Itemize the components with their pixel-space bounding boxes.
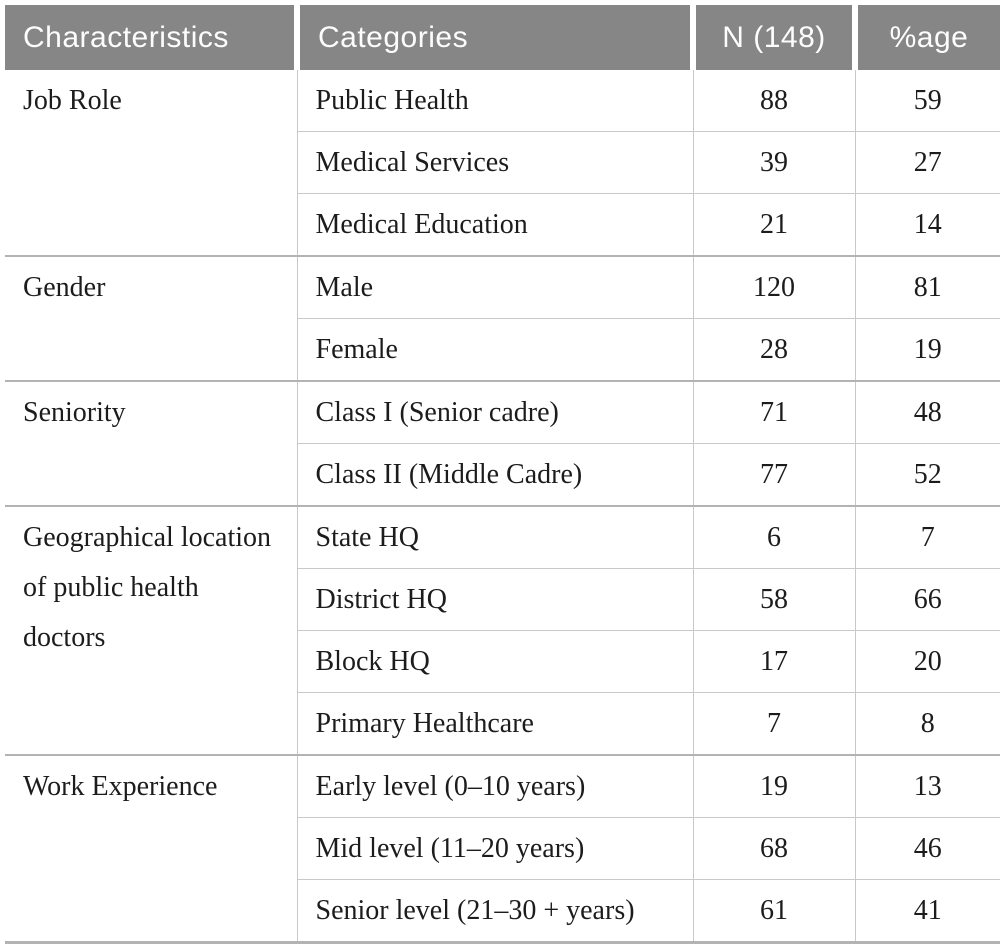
percentage-cell: 27	[854, 131, 1000, 194]
category-cell: Primary Healthcare	[296, 692, 693, 755]
percentage-cell: 19	[854, 318, 1000, 381]
n-cell: 17	[692, 630, 855, 693]
n-cell: 68	[692, 817, 855, 880]
characteristic-cell: Work Experience	[5, 754, 297, 943]
category-cell: Mid level (11–20 years)	[296, 817, 693, 880]
table-row: Medical Services 39 27	[5, 131, 1000, 194]
table-row: Geographical location of public health d…	[5, 505, 1000, 755]
n-cell: 39	[692, 131, 855, 194]
n-cell: 88	[692, 70, 855, 132]
characteristic-cell: Gender	[5, 255, 297, 381]
category-cell: Female	[296, 318, 693, 381]
col-header-characteristics: Characteristics	[5, 5, 297, 70]
category-cell: District HQ	[296, 568, 693, 631]
percentage-cell: 20	[854, 630, 1000, 693]
table-row: Primary Healthcare 7 8	[5, 692, 1000, 755]
n-cell: 61	[692, 879, 855, 943]
category-cell: Class II (Middle Cadre)	[296, 443, 693, 506]
table-row: Gender Male 120 81	[5, 255, 1000, 381]
n-cell: 7	[692, 692, 855, 755]
table-body: Job Role Public Health 88 59 Medical Service…	[5, 70, 1000, 943]
col-header-categories: Categories	[294, 5, 693, 70]
table-row: Job Role Public Health 88 59	[5, 70, 1000, 256]
header-row: Characteristics Categories N (148) %age	[5, 5, 1000, 70]
category-cell: State HQ	[296, 505, 693, 569]
percentage-cell: 66	[854, 568, 1000, 631]
percentage-cell: 48	[854, 380, 1000, 444]
category-cell: Medical Education	[296, 193, 693, 256]
category-cell: Class I (Senior cadre)	[296, 380, 693, 444]
percentage-cell: 8	[854, 692, 1000, 755]
col-header-percentage: %age	[852, 5, 1000, 70]
col-header-n: N (148)	[690, 5, 855, 70]
percentage-cell: 46	[854, 817, 1000, 880]
table-header: Characteristics Categories N (148) %age	[5, 5, 1000, 70]
table-row: Female 28 19	[5, 318, 1000, 381]
category-cell: Public Health	[296, 70, 693, 132]
category-cell: Medical Services	[296, 131, 693, 194]
demographics-table: Characteristics Categories N (148) %age …	[5, 5, 1000, 944]
n-cell: 77	[692, 443, 855, 506]
table-row: Seniority Class I (Senior cadre) 71 48	[5, 380, 1000, 506]
percentage-cell: 81	[854, 255, 1000, 319]
n-cell: 6	[692, 505, 855, 569]
percentage-cell: 59	[854, 70, 1000, 132]
table-row: District HQ 58 66	[5, 568, 1000, 631]
table-row: Class II (Middle Cadre) 77 52	[5, 443, 1000, 506]
category-cell: Senior level (21–30 + years)	[296, 879, 693, 943]
characteristic-cell: Job Role	[5, 70, 297, 256]
percentage-cell: 7	[854, 505, 1000, 569]
n-cell: 120	[692, 255, 855, 319]
n-cell: 58	[692, 568, 855, 631]
category-cell: Block HQ	[296, 630, 693, 693]
n-cell: 71	[692, 380, 855, 444]
n-cell: 19	[692, 754, 855, 818]
table-row: Mid level (11–20 years) 68 46	[5, 817, 1000, 880]
n-cell: 28	[692, 318, 855, 381]
percentage-cell: 14	[854, 193, 1000, 256]
table-row: Block HQ 17 20	[5, 630, 1000, 693]
category-cell: Male	[296, 255, 693, 319]
table-row: Medical Education 21 14	[5, 193, 1000, 256]
percentage-cell: 52	[854, 443, 1000, 506]
table-row: Senior level (21–30 + years) 61 41	[5, 879, 1000, 943]
table-row: Work Experience Early level (0–10 years) 1…	[5, 754, 1000, 943]
category-cell: Early level (0–10 years)	[296, 754, 693, 818]
characteristic-cell: Seniority	[5, 380, 297, 506]
characteristic-cell: Geographical location of public health d…	[5, 505, 297, 755]
percentage-cell: 41	[854, 879, 1000, 943]
percentage-cell: 13	[854, 754, 1000, 818]
n-cell: 21	[692, 193, 855, 256]
